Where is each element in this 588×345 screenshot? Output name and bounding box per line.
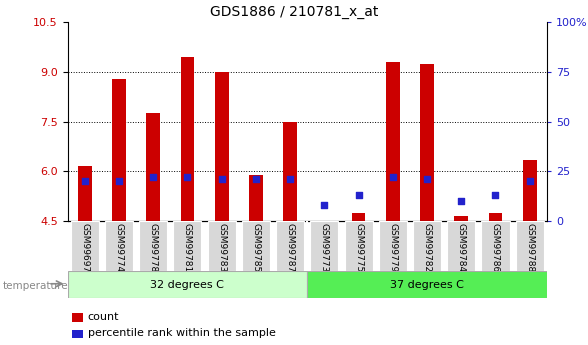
Text: GSM99775: GSM99775 — [354, 223, 363, 273]
Bar — [112, 79, 126, 221]
Point — [456, 198, 466, 204]
Bar — [310, 221, 338, 271]
Text: 37 degrees C: 37 degrees C — [390, 280, 464, 289]
Text: GSM99697: GSM99697 — [80, 223, 89, 273]
Point — [217, 176, 226, 182]
Bar — [208, 221, 236, 271]
Bar — [139, 221, 167, 271]
Bar — [386, 62, 400, 221]
Text: GSM99782: GSM99782 — [423, 223, 432, 273]
Bar — [71, 221, 99, 271]
Bar — [68, 271, 307, 298]
Point — [183, 175, 192, 180]
Bar — [455, 216, 468, 221]
Point — [388, 175, 397, 180]
Bar — [146, 114, 160, 221]
Text: count: count — [88, 312, 119, 322]
Point — [525, 178, 534, 184]
Text: percentile rank within the sample: percentile rank within the sample — [88, 328, 276, 338]
Text: GSM99779: GSM99779 — [388, 223, 397, 273]
Text: GSM99783: GSM99783 — [217, 223, 226, 273]
Bar — [105, 221, 133, 271]
Bar — [242, 221, 270, 271]
Bar — [345, 221, 373, 271]
Text: GSM99787: GSM99787 — [286, 223, 295, 273]
Point — [491, 192, 500, 198]
Point — [285, 176, 295, 182]
Bar — [173, 221, 202, 271]
Bar — [482, 221, 510, 271]
Point — [114, 178, 123, 184]
Bar — [447, 221, 475, 271]
Bar — [352, 213, 365, 221]
Bar — [489, 213, 502, 221]
Text: GSM99788: GSM99788 — [525, 223, 534, 273]
Text: GSM99785: GSM99785 — [252, 223, 260, 273]
Text: GDS1886 / 210781_x_at: GDS1886 / 210781_x_at — [210, 5, 378, 19]
Bar — [72, 313, 83, 322]
Bar — [283, 122, 297, 221]
Point — [149, 175, 158, 180]
Bar — [276, 221, 304, 271]
Bar — [516, 221, 544, 271]
Text: GSM99773: GSM99773 — [320, 223, 329, 273]
Point — [80, 178, 89, 184]
Point — [422, 176, 432, 182]
Bar — [413, 221, 441, 271]
Bar — [78, 166, 92, 221]
Text: GSM99786: GSM99786 — [491, 223, 500, 273]
Bar — [249, 175, 263, 221]
Point — [320, 202, 329, 208]
Bar — [215, 72, 229, 221]
Bar — [181, 57, 194, 221]
Text: 32 degrees C: 32 degrees C — [151, 280, 225, 289]
Bar — [307, 271, 547, 298]
Text: GSM99781: GSM99781 — [183, 223, 192, 273]
Text: GSM99784: GSM99784 — [457, 223, 466, 273]
Bar — [523, 160, 537, 221]
Bar — [379, 221, 407, 271]
Bar — [420, 64, 434, 221]
Text: GSM99778: GSM99778 — [149, 223, 158, 273]
Bar — [72, 330, 83, 338]
Text: GSM99774: GSM99774 — [115, 223, 123, 273]
Point — [251, 176, 260, 182]
Text: temperature: temperature — [3, 281, 69, 290]
Point — [354, 192, 363, 198]
